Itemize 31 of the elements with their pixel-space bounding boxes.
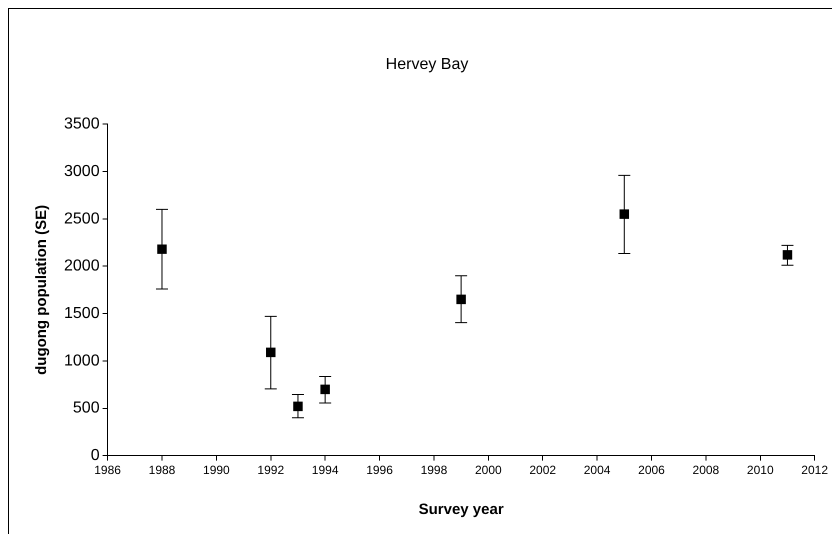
x-tick-label: 2002: [529, 463, 556, 478]
x-tick-label: 1990: [203, 463, 230, 478]
point: [266, 348, 276, 358]
y-tick-label: 2000: [64, 258, 100, 275]
x-tick-label: 1998: [420, 463, 448, 478]
x-tick-label: 1996: [366, 463, 394, 478]
y-tick-label: 500: [72, 400, 100, 417]
point: [456, 294, 466, 304]
x-tick-label: 1986: [94, 463, 122, 478]
y-tick-label: 2500: [64, 210, 100, 228]
y-tick-label: 0: [90, 447, 100, 464]
x-tick-label: 2004: [584, 463, 611, 478]
y-tick-label: 1000: [64, 352, 100, 370]
y-tick-label: 1500: [64, 304, 100, 322]
x-axis-title: Survey year: [418, 501, 504, 518]
y-tick-label: 3000: [64, 162, 100, 180]
point: [320, 384, 330, 394]
x-tick-label: 1994: [312, 463, 339, 478]
point: [620, 209, 630, 219]
x-tick-label: 1992: [257, 463, 284, 478]
y-tick-label: 3500: [64, 116, 100, 133]
x-tick-label: 2000: [474, 463, 502, 478]
x-tick-label: 2008: [692, 463, 720, 478]
point: [293, 402, 303, 412]
point: [157, 244, 167, 254]
x-tick-label: 2012: [801, 463, 828, 478]
y-axis-title: dugong population (SE): [33, 204, 50, 375]
x-tick-label: 2010: [746, 463, 774, 478]
x-tick-label: 1988: [148, 463, 176, 478]
chart-title: Hervey Bay: [386, 56, 468, 74]
x-tick-label: 2006: [638, 463, 666, 478]
